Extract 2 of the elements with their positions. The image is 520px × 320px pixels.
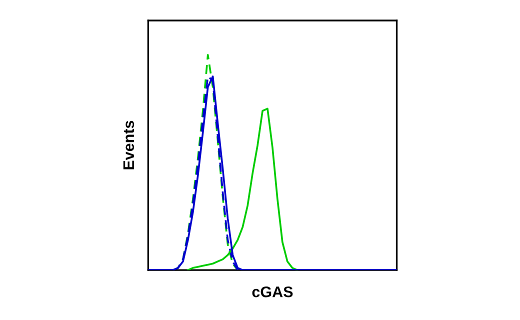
x-axis-title: cGAS: [252, 286, 293, 298]
y-axis-title: Events: [123, 120, 134, 170]
